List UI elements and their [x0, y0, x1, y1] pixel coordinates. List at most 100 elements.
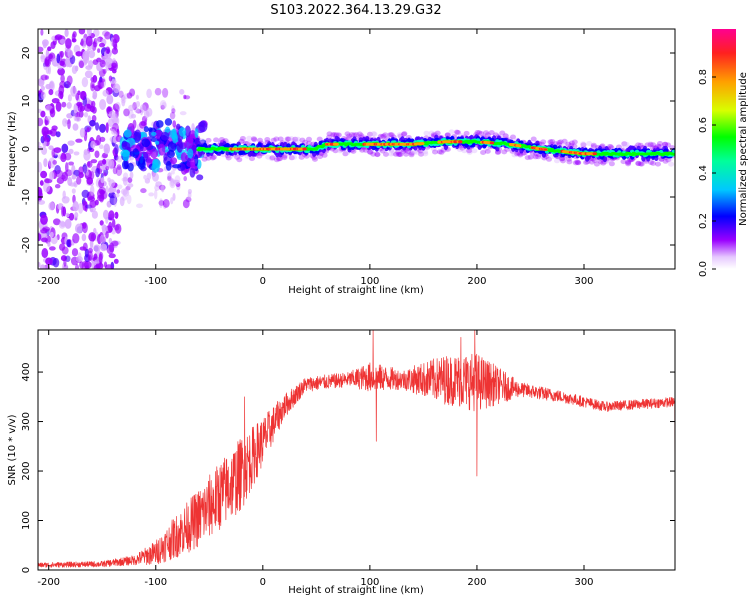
heatmap-cell: [140, 188, 147, 194]
heatmap-cell: [239, 136, 246, 141]
heatmap-cell: [488, 130, 495, 136]
heatmap-cell: [144, 178, 151, 184]
spectrogram-x-label: Height of straight line (km): [288, 285, 424, 296]
heatmap-cell: [172, 164, 182, 169]
heatmap-cell: [49, 246, 56, 251]
heatmap-cell: [433, 131, 440, 136]
heatmap-cell: [135, 101, 141, 108]
heatmap-cell: [78, 29, 86, 35]
heatmap-cell: [108, 237, 113, 244]
heatmap-cell: [38, 232, 42, 242]
colorbar-tick-label: 0.2: [698, 213, 709, 229]
heatmap-cell: [510, 134, 516, 140]
heatmap-cell: [529, 153, 536, 159]
heatmap-cell: [275, 156, 282, 162]
heatmap-cell: [99, 99, 107, 110]
heatmap-cell: [38, 108, 42, 114]
heatmap-cell: [81, 189, 90, 199]
heatmap-cell: [108, 210, 115, 221]
heatmap-cell: [98, 186, 107, 195]
heatmap-cell: [444, 132, 451, 138]
heatmap-cell: [466, 149, 473, 155]
heatmap-cell: [269, 155, 276, 161]
heatmap-cell: [48, 145, 54, 151]
heatmap-cell: [517, 152, 524, 158]
heatmap-cell: [86, 176, 94, 185]
heatmap-cell: [143, 110, 150, 119]
heatmap-cell: [183, 94, 187, 100]
heatmap-cell: [113, 224, 120, 231]
heatmap-cell: [411, 149, 418, 155]
heatmap-cell: [648, 160, 654, 165]
heatmap-cell: [78, 60, 85, 69]
heatmap-cell: [72, 31, 77, 38]
heatmap-cell: [118, 90, 124, 98]
heatmap-cell: [625, 161, 632, 167]
heatmap-cell: [501, 149, 508, 155]
heatmap-cell: [170, 197, 174, 205]
heatmap-cell: [38, 141, 41, 147]
heatmap-cell: [51, 125, 58, 131]
heatmap-cell: [120, 149, 131, 157]
heatmap-cell: [503, 133, 509, 139]
heatmap-cell: [71, 174, 77, 180]
heatmap-cell: [620, 159, 627, 165]
heatmap-cell: [382, 132, 389, 138]
heatmap-cell: [346, 135, 353, 141]
heatmap-cell: [120, 188, 128, 196]
heatmap-cell: [428, 130, 435, 136]
heatmap-cell: [80, 38, 84, 46]
heatmap-cell: [358, 133, 365, 139]
heatmap-cell: [167, 141, 177, 152]
heatmap-cell: [87, 254, 92, 262]
heatmap-cell: [179, 89, 185, 95]
heatmap-cell: [333, 132, 340, 138]
heatmap-cell: [299, 137, 306, 143]
heatmap-cell: [408, 150, 415, 156]
heatmap-cell: [60, 74, 65, 83]
heatmap-cell: [476, 130, 483, 136]
heatmap-cell: [592, 152, 597, 155]
heatmap-cell: [349, 132, 355, 138]
heatmap-cell: [575, 160, 581, 166]
heatmap-cell: [89, 119, 96, 127]
heatmap-cell: [42, 126, 50, 136]
heatmap-cell: [162, 198, 170, 208]
heatmap-cell: [55, 101, 62, 112]
heatmap-cell: [108, 192, 116, 199]
heatmap-cell: [182, 199, 190, 209]
heatmap-cell: [205, 137, 212, 143]
heatmap-cell: [121, 99, 126, 107]
heatmap-cell: [330, 132, 337, 138]
heatmap-cell: [62, 190, 66, 199]
heatmap-cell: [64, 29, 69, 38]
heatmap-cell: [167, 175, 172, 181]
heatmap-cell: [625, 159, 632, 165]
heatmap-cell: [52, 160, 58, 165]
heatmap-cell: [484, 148, 491, 154]
heatmap-cell: [668, 161, 675, 167]
heatmap-cell: [100, 243, 108, 252]
heatmap-cell: [388, 151, 395, 157]
heatmap-cell: [73, 169, 81, 177]
snr-x-tick-label: 100: [360, 577, 379, 588]
heatmap-cell: [306, 140, 313, 146]
heatmap-cell: [133, 129, 142, 141]
heatmap-cell: [113, 155, 119, 161]
heatmap-cell: [47, 241, 51, 247]
heatmap-cell: [547, 139, 554, 145]
heatmap-cell: [393, 151, 400, 157]
heatmap-cell: [74, 211, 79, 219]
spectrogram-y-tick-label: 10: [21, 95, 32, 108]
heatmap-cell: [71, 188, 76, 194]
heatmap-cell: [108, 179, 116, 188]
heatmap-cell: [146, 149, 153, 155]
heatmap-cell: [94, 150, 100, 158]
heatmap-cell: [350, 148, 357, 154]
heatmap-cell: [38, 261, 41, 268]
heatmap-cell: [155, 120, 164, 128]
heatmap-cell: [86, 29, 92, 37]
spectrogram-y-tick-label: 0: [21, 146, 32, 152]
heatmap-cell: [502, 133, 509, 139]
heatmap-cell: [48, 201, 55, 211]
